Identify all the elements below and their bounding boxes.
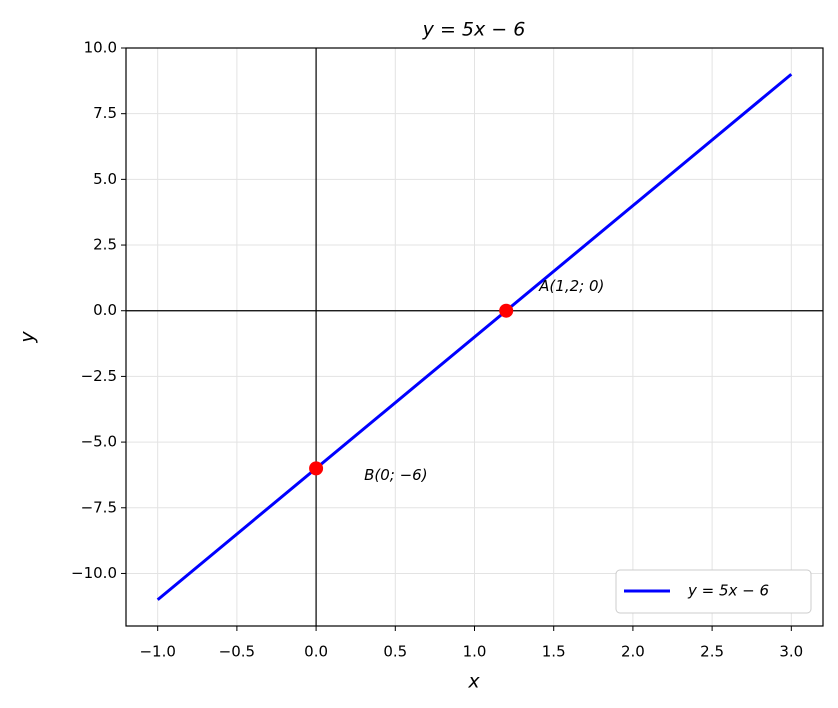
point-label: A(1,2; 0) [538, 277, 604, 295]
x-axis-label: x [467, 671, 480, 693]
line [156, 73, 793, 601]
y-tick-label: 2.5 [93, 236, 117, 254]
plot-frame [125, 47, 824, 627]
legend-label: y = 5x − 6 [687, 582, 769, 600]
y-tick-label: 0.0 [93, 301, 117, 319]
x-tick-label: −0.5 [219, 643, 255, 661]
x-tick-label: −1.0 [139, 643, 175, 661]
y-tick-label: 5.0 [93, 170, 117, 188]
legend-box [615, 569, 812, 614]
y-tick-label: −5.0 [81, 433, 117, 451]
y-tick-label: −7.5 [81, 498, 117, 516]
x-tick-label: 3.0 [779, 643, 803, 661]
x-tick-label: 1.0 [463, 643, 487, 661]
x-tick-label: 1.5 [542, 643, 566, 661]
y-tick-label: 10.0 [84, 39, 117, 57]
y-tick-label: −10.0 [71, 564, 117, 582]
x-tick-label: 0.5 [383, 643, 407, 661]
y-tick-label: −2.5 [81, 367, 117, 385]
point-label: B(0; −6) [364, 466, 427, 484]
point [309, 461, 324, 476]
x-tick-label: 2.5 [700, 643, 724, 661]
y-tick-label: 7.5 [93, 104, 117, 122]
chart-title: y = 5x − 6 [422, 19, 526, 41]
point [499, 303, 514, 318]
x-tick-label: 2.0 [621, 643, 645, 661]
y-axis-label: y [17, 331, 39, 344]
x-tick-label: 0.0 [304, 643, 328, 661]
